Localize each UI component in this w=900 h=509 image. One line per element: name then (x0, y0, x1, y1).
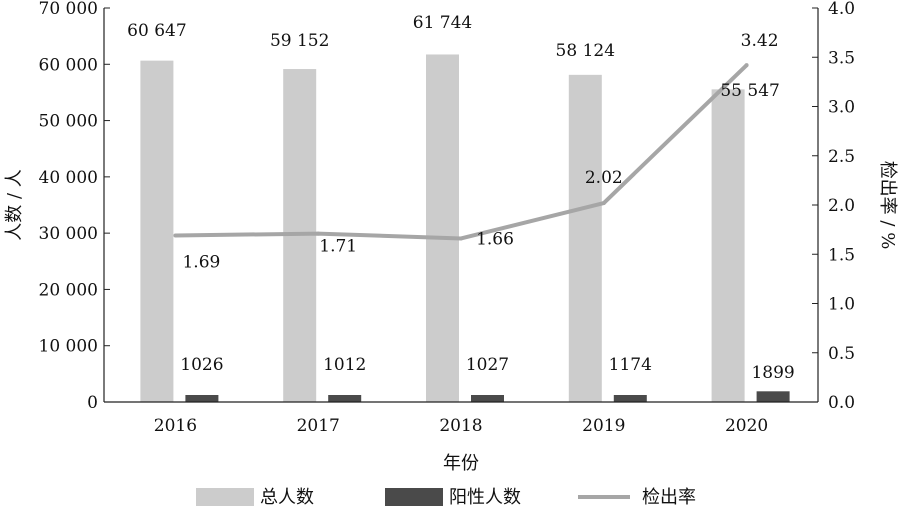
y2-tick-label: 3.5 (828, 48, 855, 68)
data-label-positive: 1012 (323, 355, 366, 375)
y2-tick-label: 1.0 (828, 295, 855, 315)
data-label-rate: 1.69 (182, 253, 220, 273)
legend-label: 检出率 (642, 487, 696, 508)
y2-tick-label: 2.5 (828, 147, 855, 167)
data-label-rate: 2.02 (585, 168, 623, 188)
y-axis-title: 人数 / 人 (4, 169, 25, 241)
legend-swatch (385, 488, 443, 506)
y-tick-label: 10 000 (39, 337, 98, 357)
bar-total (711, 89, 745, 403)
data-label-total: 61 744 (413, 13, 472, 33)
data-label-total: 58 124 (556, 41, 615, 61)
y2-axis-title: 检出率 / % (877, 161, 898, 250)
data-label-positive: 1026 (180, 355, 223, 375)
x-tick-label: 2020 (725, 416, 768, 436)
bar-total (568, 74, 602, 403)
x-tick-label: 2019 (582, 416, 625, 436)
x-tick-label: 2018 (439, 416, 482, 436)
y-tick-label: 60 000 (39, 55, 98, 75)
rate-point (601, 201, 606, 206)
y-tick-label: 70 000 (39, 0, 98, 19)
y2-tick-label: 1.5 (828, 245, 855, 265)
bar-positive (756, 391, 790, 402)
y2-tick-label: 2.0 (828, 196, 855, 216)
rate-point (316, 231, 321, 236)
bar-total (426, 54, 459, 403)
x-tick-label: 2017 (297, 416, 340, 436)
y-tick-label: 50 000 (39, 112, 98, 132)
data-label-rate: 3.42 (741, 31, 779, 51)
data-label-positive: 1027 (466, 355, 509, 375)
data-label-rate: 1.66 (476, 229, 514, 249)
y2-tick-label: 3.0 (828, 98, 855, 118)
bar-positive (471, 395, 504, 402)
rate-point (459, 236, 463, 241)
bar-total (140, 60, 174, 402)
y-tick-label: 0 (87, 393, 98, 413)
y2-tick-label: 4.0 (828, 0, 855, 19)
data-label-positive: 1899 (751, 363, 794, 383)
rate-point (173, 233, 178, 238)
legend-swatch (196, 488, 254, 506)
data-label-rate: 1.71 (319, 237, 357, 257)
y2-tick-label: 0.0 (828, 393, 855, 413)
y-tick-label: 30 000 (39, 224, 98, 244)
legend-label: 阳性人数 (449, 487, 521, 508)
y2-tick-label: 0.5 (828, 344, 855, 364)
axes: 0 10 000 20 000 30 000 40 000 50 000 60 000 70 … (39, 0, 856, 436)
bar-positive (185, 395, 219, 402)
y-tick-label: 40 000 (39, 168, 98, 188)
series-line-rate (175, 63, 748, 241)
legend: 总人数 阳性人数 检出率 (196, 487, 696, 508)
data-label-total: 55 547 (720, 81, 779, 101)
bar-positive (328, 395, 362, 402)
legend-label: 总人数 (260, 487, 314, 508)
plot-area: 60 647 59 152 61 744 58 124 55 547 1026 1012 10… (127, 13, 795, 403)
x-tick-label: 2016 (154, 416, 197, 436)
x-axis-title: 年份 (443, 453, 479, 474)
y-tick-label: 20 000 (39, 280, 98, 300)
data-label-positive: 1174 (609, 355, 652, 375)
bar-positive (613, 395, 647, 402)
rate-point (744, 63, 749, 68)
data-label-total: 60 647 (127, 21, 186, 41)
data-label-total: 59 152 (270, 31, 329, 51)
